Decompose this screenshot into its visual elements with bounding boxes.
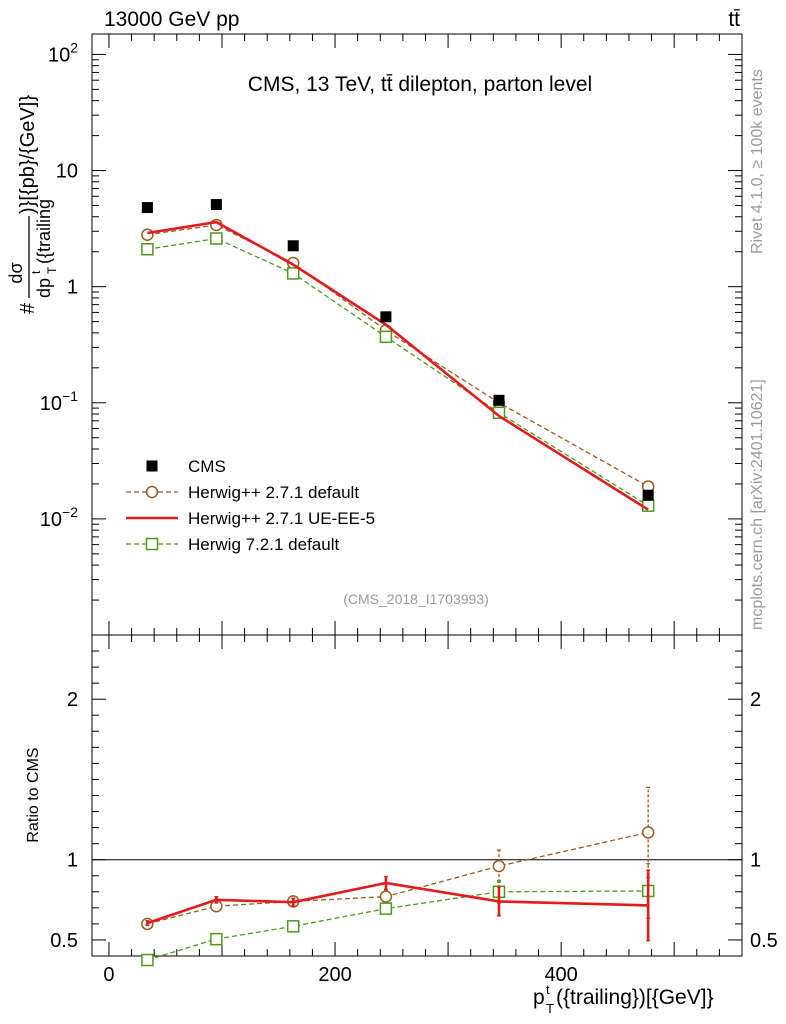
xlabel-p: p — [533, 986, 545, 1009]
main-point-data — [642, 489, 654, 501]
main-point-data — [210, 199, 222, 211]
ratio-line-herwig7_default — [147, 890, 649, 961]
ratio-series-group — [141, 786, 655, 967]
legend-label: CMS — [188, 457, 226, 476]
main-point-data — [141, 202, 153, 214]
ylabel-den-sup: t — [29, 270, 43, 274]
main-line-herwig7_default — [147, 237, 649, 507]
legend-marker — [145, 485, 159, 499]
ylabel-den-rest: ({trailing — [34, 199, 54, 264]
main-point-herwigpp_default — [141, 228, 154, 241]
ratio-y-label: Ratio to CMS — [25, 747, 42, 842]
main-point-herwig7_default — [379, 330, 393, 344]
legend-item-herwigpp_default: Herwig++ 2.7.1 default — [126, 483, 359, 502]
legend-marker — [146, 460, 158, 472]
ratio-point-herwig7_default — [141, 953, 154, 967]
main-point-data — [493, 394, 505, 406]
main-y-tick-label: 10 — [56, 161, 78, 183]
main-point-herwig7_default — [210, 232, 223, 245]
ratio-y-tick-label-right: 2 — [750, 689, 761, 711]
main-line-herwigpp_default — [147, 224, 649, 488]
main-point-data — [380, 311, 392, 323]
ratio-series-herwig7_default — [141, 863, 655, 967]
main-point-herwig7_default — [286, 267, 300, 280]
main-line-herwigpp_ueee5 — [147, 220, 649, 511]
mcplots-label: mcplots.cern.ch [arXiv:2401.10621] — [749, 379, 766, 630]
legend-label: Herwig++ 2.7.1 UE-EE-5 — [188, 509, 375, 528]
main-y-label: # dσ dp t T ({trailing )}[{pb}/{GeV]} — [6, 95, 59, 314]
main-series-herwigpp_default — [141, 218, 655, 493]
ratio-point-herwig7_default — [210, 932, 223, 946]
main-series-data — [141, 199, 654, 501]
ylabel-tail: )}[{pb}/{GeV]} — [17, 95, 39, 214]
ratio-x-axis: 0 200 400 — [103, 635, 743, 986]
main-y-tick-label: 10−1 — [40, 388, 78, 415]
x-axis-label: p t T ({trailing})[{GeV]} — [533, 982, 714, 1016]
main-series-herwig7_default — [141, 232, 655, 512]
main-point-herwig7_default — [141, 243, 154, 256]
ratio-line-herwigpp_default — [147, 831, 649, 925]
ratio-y-tick-label: 1 — [67, 850, 78, 872]
main-y-tick-label: 1 — [67, 277, 78, 299]
ratio-y-tick-label-right: 0.5 — [750, 930, 778, 952]
legend-label: Herwig 7.2.1 default — [188, 535, 339, 554]
xlabel-sub: T — [546, 1001, 554, 1016]
plot-title: CMS, 13 TeV, tt̄ dilepton, parton level — [248, 73, 592, 96]
main-x-axis-ticks — [108, 34, 743, 635]
ratio-panel: 0.5 0.5 1 1 2 2 0 200 400 Ratio to CMS — [25, 634, 778, 986]
ratio-point-herwig7_default — [379, 902, 393, 915]
ratio-point-herwigpp_default — [641, 826, 655, 839]
main-y-axis: 10−2 10−1 1 10 102 — [40, 39, 742, 636]
legend-item-data: CMS — [146, 457, 226, 476]
ratio-point-herwigpp_default — [492, 859, 506, 873]
beam-label: 13000 GeV pp — [104, 8, 239, 31]
legend-item-herwigpp_ueee5: Herwig++ 2.7.1 UE-EE-5 — [126, 509, 375, 528]
x-tick-label: 200 — [318, 964, 351, 986]
ratio-line-herwigpp_ueee5 — [146, 881, 649, 925]
main-y-tick-label: 10−2 — [40, 504, 78, 531]
xlabel-rest: ({trailing})[{GeV]} — [556, 986, 714, 1009]
ratio-y-tick-label: 0.5 — [50, 930, 78, 952]
legend-item-herwig7_default: Herwig 7.2.1 default — [126, 535, 339, 554]
ratio-point-herwig7_default — [286, 920, 300, 933]
x-tick-label: 0 — [103, 964, 114, 986]
xlabel-sup: t — [546, 982, 550, 997]
main-point-data — [287, 240, 299, 252]
ylabel-den-sub: T — [45, 266, 59, 274]
ratio-y-tick-label-right: 1 — [750, 850, 761, 872]
legend-label: Herwig++ 2.7.1 default — [188, 483, 359, 502]
main-series-herwigpp_ueee5 — [147, 220, 649, 511]
x-tick-label: 400 — [544, 964, 577, 986]
main-panel: 10−2 10−1 1 10 102 CMS, 13 TeV, tt̄ dilepton… — [40, 33, 743, 636]
ratio-series-herwigpp_default — [141, 786, 655, 931]
legend-marker — [145, 537, 159, 551]
rivet-version-label: Rivet 4.1.0, ≥ 100k events — [749, 69, 766, 254]
legend: CMS Herwig++ 2.7.1 default Herwig++ 2.7.1 … — [126, 457, 375, 554]
main-y-tick-label: 102 — [48, 39, 78, 66]
ratio-point-herwigpp_default — [379, 890, 393, 903]
analysis-id-watermark: (CMS_2018_I1703993) — [343, 591, 489, 607]
process-label: tt̄ — [728, 8, 740, 31]
ratio-y-tick-label: 2 — [67, 689, 78, 711]
ratio-y-axis: 0.5 0.5 1 1 2 2 — [50, 634, 778, 957]
ylabel-hash: # — [17, 302, 39, 314]
main-series-group — [141, 199, 655, 512]
ratio-series-herwigpp_ueee5 — [145, 869, 651, 942]
ylabel-numerator: dσ — [6, 262, 26, 283]
ylabel-den: dp — [34, 278, 54, 298]
